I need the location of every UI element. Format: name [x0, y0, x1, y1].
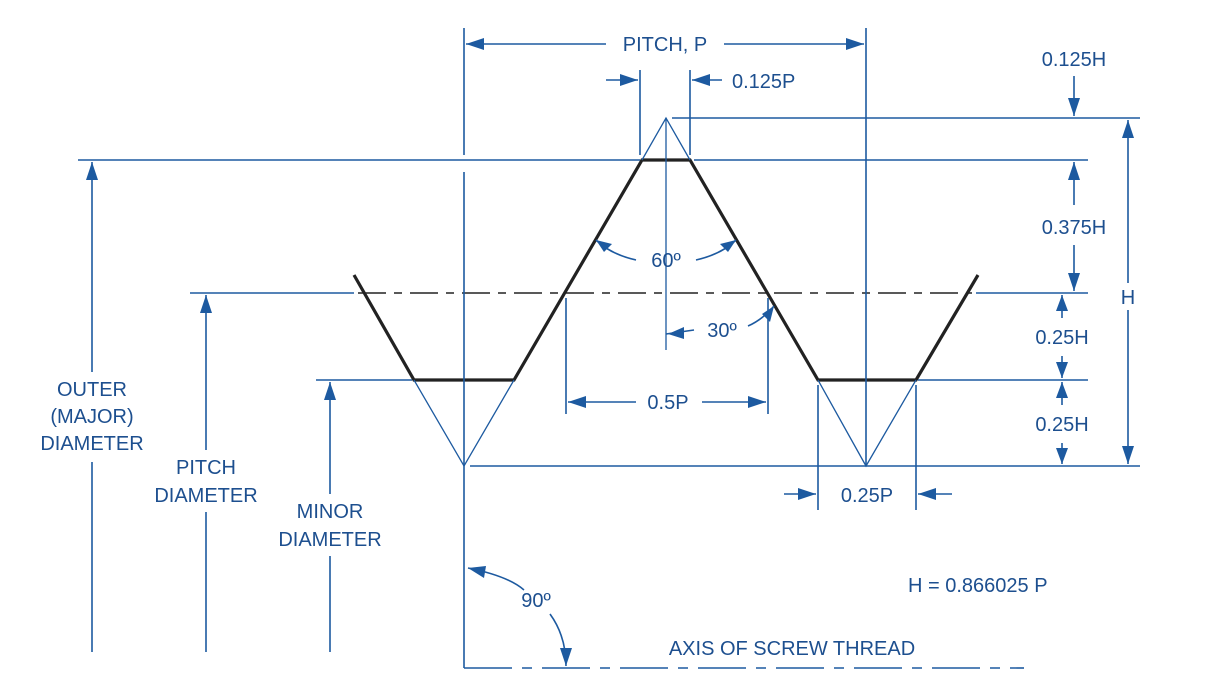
root-truncation-arrow-top — [1056, 382, 1068, 398]
half-pitch-dimension: 0.5P — [568, 392, 766, 414]
extension-lines — [78, 28, 1140, 668]
pitch-diameter-arrow — [200, 295, 212, 313]
truncation-height-arrow — [1068, 98, 1080, 116]
right-angle-dimension: 90º — [467, 566, 572, 667]
minor-diameter-label-line1: MINOR — [297, 501, 364, 523]
minor-diameter-arrow — [324, 382, 336, 400]
truncation-height-dimension: 0.125H — [1042, 49, 1107, 116]
right-angle-arrow-top — [468, 566, 486, 578]
flank-angle-arrow-right — [762, 306, 774, 322]
pitch-diameter-label-line2: DIAMETER — [154, 485, 257, 507]
included-angle-dimension: 60º — [595, 239, 737, 272]
fundamental-height-arrow-top — [1122, 120, 1134, 138]
fundamental-height-dimension: H — [1121, 120, 1135, 464]
root-truncation-dimension: 0.25H — [1035, 382, 1089, 464]
crest-flat-label: 0.125P — [732, 71, 795, 93]
right-root-sharp-vee — [817, 379, 917, 468]
pitch-label: PITCH, P — [623, 34, 707, 56]
outer-diameter-arrow — [86, 162, 98, 180]
right-angle-label: 90º — [521, 590, 551, 612]
pitch-dimension: PITCH, P — [466, 34, 864, 56]
truncation-height-label: 0.125H — [1042, 49, 1107, 71]
pitch-to-root-arrow-bottom — [1056, 362, 1068, 378]
minor-diameter-dimension: MINOR DIAMETER — [278, 382, 382, 652]
flank-angle-label: 30º — [707, 320, 737, 342]
pitch-to-root-arrow-top — [1056, 295, 1068, 311]
pitch-to-root-dimension: 0.25H — [1035, 295, 1089, 378]
pitch-diameter-label-line1: PITCH — [176, 457, 236, 479]
fundamental-height-arrow-bottom — [1122, 446, 1134, 464]
half-pitch-arrow-right — [748, 396, 766, 408]
root-flat-arrow-right — [918, 488, 936, 500]
pitch-diameter-dimension: PITCH DIAMETER — [154, 295, 258, 652]
outer-diameter-dimension: OUTER (MAJOR) DIAMETER — [40, 162, 144, 652]
root-truncation-arrow-bottom — [1056, 448, 1068, 464]
crest-to-pitch-arrow-top — [1068, 162, 1080, 180]
pitch-arrow-right — [846, 38, 864, 50]
minor-diameter-label-line2: DIAMETER — [278, 529, 381, 551]
root-truncation-label: 0.25H — [1035, 414, 1088, 436]
height-formula: H = 0.866025 P — [908, 575, 1048, 597]
crest-to-pitch-label: 0.375H — [1042, 217, 1107, 239]
root-flat-dimension: 0.25P — [784, 485, 952, 507]
crest-flat-arrow-right — [692, 74, 710, 86]
outer-diameter-label-line2: (MAJOR) — [50, 406, 133, 428]
half-pitch-label: 0.5P — [647, 392, 688, 414]
half-pitch-arrow-left — [568, 396, 586, 408]
fundamental-height-label: H — [1121, 287, 1135, 309]
pitch-arrow-left — [466, 38, 484, 50]
pitch-to-root-label: 0.25H — [1035, 327, 1088, 349]
crest-to-pitch-dimension: 0.375H — [1042, 162, 1107, 291]
crest-to-pitch-arrow-bottom — [1068, 273, 1080, 291]
screw-axis: AXIS OF SCREW THREAD — [464, 638, 1024, 669]
crest-flat-arrow-left — [620, 74, 638, 86]
root-flat-label: 0.25P — [841, 485, 893, 507]
outer-diameter-label-line1: OUTER — [57, 379, 127, 401]
crest-flat-dimension: 0.125P — [606, 71, 795, 93]
screw-axis-label: AXIS OF SCREW THREAD — [669, 638, 915, 660]
included-angle-arrow-left — [596, 240, 612, 252]
flank-angle-dimension: 30º — [665, 305, 775, 342]
outer-diameter-label-line3: DIAMETER — [40, 433, 143, 455]
right-angle-arrow-bottom — [560, 648, 572, 666]
included-angle-label: 60º — [651, 250, 681, 272]
root-flat-arrow-left — [798, 488, 816, 500]
flank-angle-arrow-left — [668, 327, 684, 339]
included-angle-arrow-right — [720, 240, 736, 252]
